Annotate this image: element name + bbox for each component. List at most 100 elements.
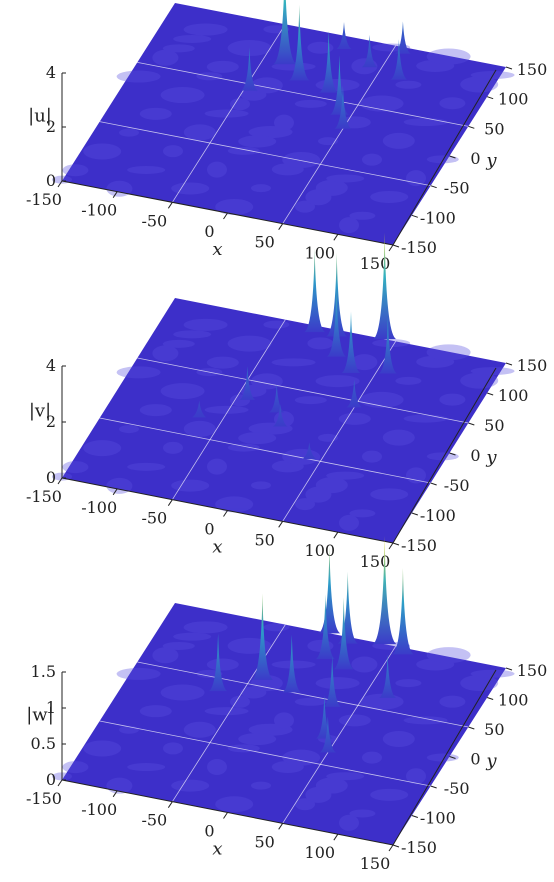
texture-blob xyxy=(349,809,376,818)
texture-blob xyxy=(173,632,212,641)
grid-line xyxy=(137,61,469,127)
texture-blob xyxy=(416,658,455,671)
texture-blob xyxy=(307,41,334,54)
surface-plot-1: 024|u|-150-100-50050100150x150100500-50-… xyxy=(26,0,547,273)
peak-mark xyxy=(330,55,349,115)
y-axis-line xyxy=(392,669,497,846)
peaks xyxy=(192,232,397,460)
z-tick-label: 4 xyxy=(46,356,56,375)
texture-blob xyxy=(116,366,161,379)
texture-blob xyxy=(183,721,216,738)
x-tick-label: 0 xyxy=(204,822,214,841)
grid-line xyxy=(99,417,431,484)
x-tick xyxy=(167,499,173,506)
grid-line xyxy=(99,121,431,187)
texture-blob xyxy=(338,714,371,727)
y-tick xyxy=(505,667,513,671)
texture-blob xyxy=(119,425,139,434)
peak-mark xyxy=(392,568,414,655)
texture-blob xyxy=(152,647,179,664)
texture-blob xyxy=(372,339,411,348)
texture-blob xyxy=(403,118,448,127)
y-tick-label: -100 xyxy=(420,208,456,227)
texture-blob xyxy=(426,48,471,65)
texture-blob xyxy=(183,318,228,331)
surface-base xyxy=(62,603,506,845)
x-tick-label: 50 xyxy=(254,832,274,851)
y-axis: 150 100 500-50 -100 -150 y xyxy=(392,661,547,857)
grid-lines xyxy=(99,624,469,824)
x-tick xyxy=(167,202,173,209)
y-tick-label: 100 xyxy=(498,386,529,405)
x-tick-label: -100 xyxy=(81,800,117,819)
texture-blob xyxy=(127,462,166,471)
texture-blob xyxy=(315,777,348,794)
texture-blob xyxy=(307,337,334,350)
texture-blob xyxy=(251,481,271,490)
texture-blob xyxy=(83,143,122,160)
texture-blob xyxy=(395,376,422,385)
texture-blob xyxy=(351,354,378,371)
x-tick-label: -100 xyxy=(81,498,117,517)
texture-blob xyxy=(351,656,378,673)
texture-blob xyxy=(215,198,254,215)
grid-line xyxy=(282,646,397,824)
texture-blob xyxy=(206,356,239,369)
z-tick-label: 0.5 xyxy=(31,734,56,753)
texture-blob xyxy=(271,760,304,773)
z-axis: 0 0.5 1 1.5 |w| xyxy=(26,662,66,789)
grid-lines xyxy=(99,319,469,522)
texture-blob xyxy=(359,391,404,408)
texture-blob xyxy=(294,697,327,706)
texture-blob xyxy=(227,744,260,753)
x-tick-label: -150 xyxy=(26,487,62,506)
z-tick-label: 2 xyxy=(46,117,56,136)
x-axis-label: x xyxy=(212,839,222,860)
texture-blob xyxy=(139,705,172,718)
y-tick xyxy=(392,244,400,248)
z-tick-label: 0 xyxy=(46,468,56,487)
y-axis-label: y xyxy=(485,150,497,171)
x-tick xyxy=(112,191,118,198)
texture-blob xyxy=(460,372,499,389)
texture-blob xyxy=(282,151,321,168)
texture-blob xyxy=(274,712,294,729)
texture-blob xyxy=(315,375,360,388)
peak-mark xyxy=(395,21,411,54)
x-tick xyxy=(278,823,284,830)
y-tick-label: 150 xyxy=(517,356,548,375)
texture-blob xyxy=(119,128,139,137)
peak-mark xyxy=(333,597,354,670)
texture-blob xyxy=(271,62,316,71)
peak-mark xyxy=(379,654,396,698)
texture-blob xyxy=(395,80,422,89)
z-tick-label: 2 xyxy=(46,412,56,431)
texture-blob xyxy=(160,87,205,104)
texture-blob xyxy=(370,190,409,203)
texture-blob xyxy=(227,335,272,352)
texture-blob xyxy=(183,23,228,36)
texture-blob xyxy=(426,753,459,762)
grid-lines xyxy=(99,24,469,224)
y-axis: 150 100 500-50 -100 -150 y xyxy=(392,356,548,555)
texture-blob xyxy=(382,730,415,747)
texture-blob xyxy=(62,461,89,474)
texture-blob xyxy=(339,514,359,531)
x-tick xyxy=(112,790,118,798)
texture-blob xyxy=(238,733,277,746)
z-axis: 0 2 4 |u| xyxy=(28,63,66,190)
texture-blob xyxy=(406,768,426,785)
grid-line xyxy=(137,357,469,424)
texture-blob xyxy=(403,716,448,725)
texture-blob xyxy=(248,723,293,736)
x-tick-label: 0 xyxy=(204,222,214,241)
y-tick xyxy=(487,96,494,100)
texture-blob xyxy=(183,420,216,437)
texture-blob xyxy=(338,412,371,425)
y-tick-label: -150 xyxy=(401,238,437,257)
texture-blob xyxy=(294,396,327,405)
texture-blob xyxy=(315,677,360,690)
x-axis-label: x xyxy=(212,239,222,260)
texture-blob xyxy=(204,109,249,118)
grid-line xyxy=(99,720,431,787)
